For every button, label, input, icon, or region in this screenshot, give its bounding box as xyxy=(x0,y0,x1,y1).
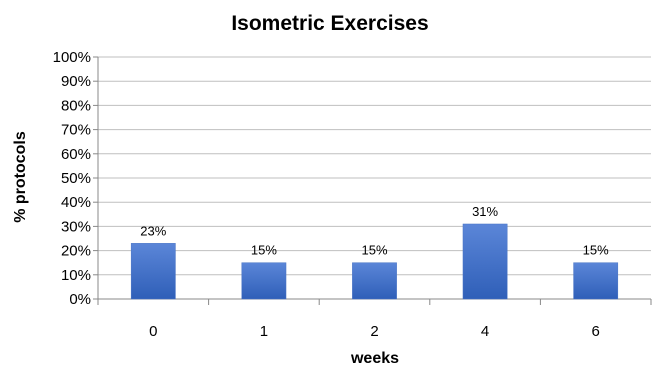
x-tick-labels: 0 1 2 4 6 xyxy=(149,323,600,340)
x-tick-label: 2 xyxy=(370,323,378,340)
data-label: 23% xyxy=(140,223,166,238)
y-tick-labels: 0% 10% 20% 30% 40% 50% 60% 70% 80% 90% 100% xyxy=(53,49,91,308)
x-tick-label: 0 xyxy=(149,323,157,340)
gridlines xyxy=(93,56,651,300)
x-axis-title: weeks xyxy=(350,350,399,367)
data-label: 15% xyxy=(251,243,277,258)
bar-week-4 xyxy=(462,223,508,300)
y-tick-label: 50% xyxy=(61,170,91,187)
y-axis-title: % protocols xyxy=(12,131,29,223)
data-labels: 23% 15% 15% 31% 15% xyxy=(140,204,609,258)
bar-week-1 xyxy=(241,262,287,300)
y-tick-label: 60% xyxy=(61,146,91,163)
y-tick-label: 90% xyxy=(61,73,91,90)
y-tick-label: 30% xyxy=(61,218,91,235)
y-tick-label: 80% xyxy=(61,97,91,114)
y-tick-label: 0% xyxy=(69,291,91,308)
bar-week-2 xyxy=(352,262,397,300)
data-label: 15% xyxy=(583,243,609,258)
x-tick-label: 6 xyxy=(592,323,600,340)
bars xyxy=(130,223,619,300)
y-tick-label: 40% xyxy=(61,194,91,211)
y-tick-label: 10% xyxy=(61,267,91,284)
data-label: 31% xyxy=(472,204,498,219)
bar-week-0 xyxy=(130,243,176,300)
y-tick-label: 20% xyxy=(61,243,91,260)
x-tick-label: 1 xyxy=(260,323,268,340)
y-tick-label: 70% xyxy=(61,122,91,139)
bar-week-6 xyxy=(573,262,619,300)
data-label: 15% xyxy=(361,243,387,258)
y-tick-label: 100% xyxy=(53,49,91,66)
chart-title: Isometric Exercises xyxy=(231,12,428,35)
x-tick-label: 4 xyxy=(481,323,489,340)
